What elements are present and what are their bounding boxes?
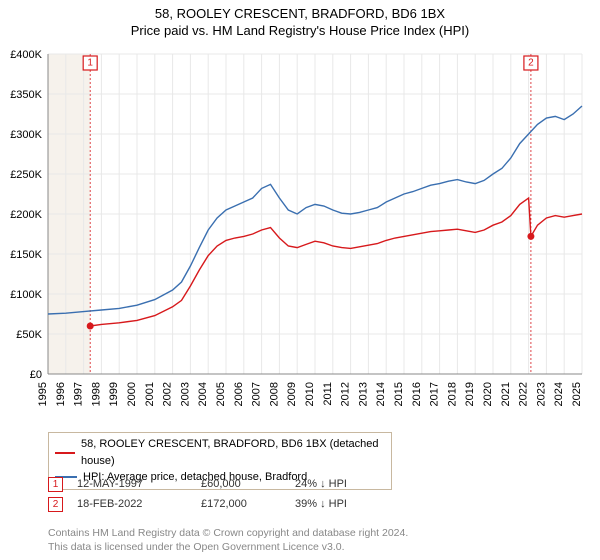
sale-row-marker: 2 [48,497,63,512]
sale-price: £60,000 [201,478,281,490]
svg-text:2018: 2018 [446,382,458,406]
svg-text:1999: 1999 [108,382,120,406]
svg-text:£0: £0 [30,369,42,381]
legend-swatch [55,452,75,454]
svg-text:2019: 2019 [464,382,476,406]
sale-row: 1 12-MAY-1997 £60,000 24% ↓ HPI [48,474,395,494]
svg-text:2003: 2003 [179,382,191,406]
svg-text:2004: 2004 [197,382,209,406]
svg-text:2000: 2000 [126,382,138,406]
sale-pct-vs-hpi: 39% ↓ HPI [295,498,395,510]
sale-price: £172,000 [201,498,281,510]
footer-line-1: Contains HM Land Registry data © Crown c… [48,526,408,540]
svg-text:2005: 2005 [215,382,227,406]
svg-text:1998: 1998 [90,382,102,406]
svg-text:£350K: £350K [10,89,42,101]
line-chart: £0£50K£100K£150K£200K£250K£300K£350K£400… [48,50,588,400]
svg-text:£100K: £100K [10,289,42,301]
svg-text:2011: 2011 [322,382,334,406]
footer-line-2: This data is licensed under the Open Gov… [48,540,408,554]
svg-text:2013: 2013 [357,382,369,406]
svg-text:1997: 1997 [73,382,85,406]
sale-list: 1 12-MAY-1997 £60,000 24% ↓ HPI 2 18-FEB-2022… [48,474,395,514]
chart-title-block: 58, ROOLEY CRESCENT, BRADFORD, BD6 1BX P… [0,0,600,38]
svg-text:1995: 1995 [37,382,49,406]
chart-title: 58, ROOLEY CRESCENT, BRADFORD, BD6 1BX [0,6,600,21]
svg-text:2023: 2023 [535,382,547,406]
svg-text:2025: 2025 [571,382,583,406]
svg-text:2009: 2009 [286,382,298,406]
sale-date: 12-MAY-1997 [77,478,187,490]
svg-text:2007: 2007 [251,382,263,406]
legend-label: 58, ROOLEY CRESCENT, BRADFORD, BD6 1BX (… [81,436,385,469]
sale-row-marker: 1 [48,477,63,492]
svg-text:2017: 2017 [429,382,441,406]
svg-text:£250K: £250K [10,169,42,181]
svg-text:2: 2 [528,58,534,69]
sale-row: 2 18-FEB-2022 £172,000 39% ↓ HPI [48,494,395,514]
svg-text:2021: 2021 [500,382,512,406]
svg-text:2022: 2022 [518,382,530,406]
legend-item: 58, ROOLEY CRESCENT, BRADFORD, BD6 1BX (… [55,436,385,469]
svg-text:2024: 2024 [553,382,565,406]
series-property [90,198,582,326]
svg-text:£200K: £200K [10,209,42,221]
svg-text:£50K: £50K [16,329,42,341]
svg-text:£400K: £400K [10,49,42,61]
svg-text:2001: 2001 [144,382,156,406]
svg-text:2008: 2008 [268,382,280,406]
svg-text:2020: 2020 [482,382,494,406]
chart-svg: £0£50K£100K£150K£200K£250K£300K£350K£400… [48,50,588,430]
svg-text:1996: 1996 [55,382,67,406]
svg-text:2006: 2006 [233,382,245,406]
svg-text:1: 1 [87,58,93,69]
svg-text:£300K: £300K [10,129,42,141]
chart-footer: Contains HM Land Registry data © Crown c… [48,526,408,554]
svg-text:2002: 2002 [162,382,174,406]
svg-text:2016: 2016 [411,382,423,406]
svg-text:£150K: £150K [10,249,42,261]
svg-text:2012: 2012 [340,382,352,406]
sale-pct-vs-hpi: 24% ↓ HPI [295,478,395,490]
svg-text:2010: 2010 [304,382,316,406]
svg-text:2015: 2015 [393,382,405,406]
chart-subtitle: Price paid vs. HM Land Registry's House … [0,23,600,38]
svg-text:2014: 2014 [375,382,387,406]
sale-date: 18-FEB-2022 [77,498,187,510]
